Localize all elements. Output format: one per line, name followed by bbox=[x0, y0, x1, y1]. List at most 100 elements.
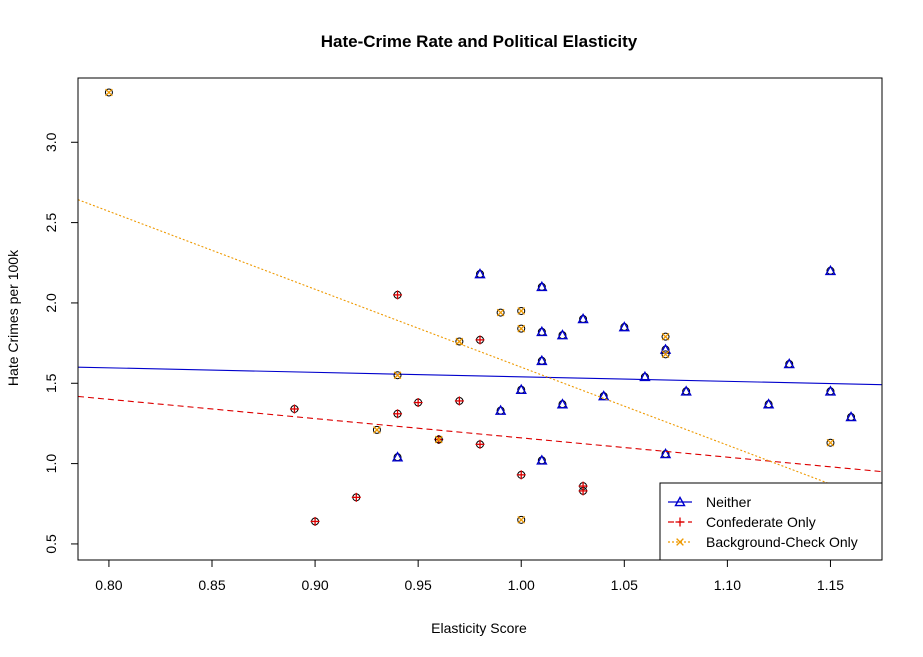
legend-label: Background-Check Only bbox=[706, 534, 858, 550]
data-point bbox=[536, 454, 548, 465]
data-point bbox=[661, 350, 670, 359]
legend-marker-d2 bbox=[676, 538, 684, 546]
data-point-shape bbox=[824, 385, 837, 396]
series-1 bbox=[78, 290, 882, 526]
data-point bbox=[824, 385, 837, 396]
y-tick-label: 1.5 bbox=[43, 373, 59, 393]
trend-line bbox=[78, 199, 882, 505]
data-point bbox=[434, 435, 443, 444]
series-0 bbox=[78, 264, 882, 465]
data-point-shape bbox=[639, 370, 651, 382]
data-point bbox=[475, 439, 485, 449]
data-point-shape bbox=[474, 268, 486, 279]
legend-label: Confederate Only bbox=[706, 514, 816, 530]
y-tick-label: 2.0 bbox=[43, 293, 59, 313]
data-point-d2 bbox=[393, 371, 402, 380]
data-point-d2 bbox=[434, 435, 443, 444]
data-point bbox=[577, 313, 589, 324]
data-point-shape bbox=[494, 404, 507, 415]
data-point bbox=[639, 370, 651, 382]
data-point-d2 bbox=[661, 350, 670, 359]
x-tick-label: 0.90 bbox=[301, 577, 328, 593]
data-point-shape bbox=[762, 398, 775, 409]
data-point bbox=[373, 426, 381, 434]
data-point bbox=[351, 492, 361, 502]
data-point-ring bbox=[517, 306, 526, 315]
data-point-d2 bbox=[105, 88, 113, 97]
legend: Neither Confederate Only Background-Check … bbox=[659, 482, 883, 561]
data-point bbox=[556, 398, 569, 409]
data-point-shape bbox=[391, 451, 404, 462]
y-tick-label: 3.0 bbox=[43, 132, 59, 152]
y-axis-label: Hate Crimes per 100k bbox=[5, 249, 21, 386]
data-point bbox=[413, 398, 423, 408]
data-point-ring bbox=[517, 515, 526, 524]
data-point bbox=[618, 321, 630, 332]
data-point bbox=[578, 486, 588, 496]
x-tick-label: 1.10 bbox=[714, 577, 741, 593]
x-axis-label: Elasticity Score bbox=[431, 620, 527, 636]
x-tick-label: 1.15 bbox=[817, 577, 844, 593]
plot-area bbox=[78, 88, 882, 526]
data-point bbox=[393, 409, 403, 419]
legend-label: Neither bbox=[706, 494, 751, 510]
data-point bbox=[105, 88, 113, 97]
data-point-d2 bbox=[455, 337, 464, 346]
data-point bbox=[494, 404, 507, 415]
data-point bbox=[516, 470, 526, 480]
data-point bbox=[474, 268, 486, 279]
data-point-shape bbox=[659, 448, 672, 459]
data-point-d2 bbox=[517, 324, 526, 333]
data-point bbox=[824, 264, 837, 276]
plot-frame bbox=[77, 77, 883, 561]
legend-box bbox=[659, 482, 883, 561]
y-tick-label: 2.5 bbox=[43, 213, 59, 233]
chart-title: Hate-Crime Rate and Political Elasticity bbox=[321, 32, 638, 51]
data-point-d2 bbox=[661, 332, 670, 341]
legend-marker bbox=[674, 496, 686, 507]
axes: 0.80 0.85 0.90 0.95 1.00 1.05 1.10 1.15 0.5 1.0 1.… bbox=[43, 77, 883, 593]
data-point-shape bbox=[845, 411, 857, 422]
data-point bbox=[536, 354, 548, 366]
data-point-ring bbox=[393, 371, 402, 380]
data-point-ring bbox=[434, 435, 443, 444]
legend-marker bbox=[676, 538, 684, 546]
data-point bbox=[536, 325, 548, 337]
data-point bbox=[515, 383, 527, 394]
data-point-shape bbox=[536, 454, 548, 465]
data-point-shape bbox=[556, 329, 569, 340]
data-point-shape bbox=[598, 390, 610, 401]
series-2 bbox=[78, 88, 882, 524]
data-point bbox=[659, 448, 672, 459]
legend-marker bbox=[675, 517, 685, 527]
data-point-d2 bbox=[826, 438, 835, 447]
trend-line bbox=[78, 395, 882, 473]
data-point-ring bbox=[455, 337, 464, 346]
x-tick-label: 1.00 bbox=[508, 577, 535, 593]
data-point bbox=[496, 308, 505, 317]
data-point bbox=[783, 358, 795, 369]
data-point-ring bbox=[104, 88, 113, 97]
x-tick-label: 1.05 bbox=[611, 577, 638, 593]
data-point-d2 bbox=[496, 308, 505, 317]
data-point bbox=[454, 396, 464, 406]
data-point bbox=[762, 398, 775, 409]
data-point-shape bbox=[577, 313, 589, 324]
data-point bbox=[826, 438, 835, 447]
data-point-ring bbox=[496, 308, 505, 317]
data-point bbox=[556, 329, 569, 340]
data-point bbox=[455, 337, 464, 346]
x-tick-label: 0.80 bbox=[95, 577, 122, 593]
data-point bbox=[659, 343, 672, 354]
y-tick-label: 0.5 bbox=[43, 534, 59, 554]
data-point-shape bbox=[536, 354, 548, 366]
data-point-ring bbox=[517, 324, 526, 333]
y-tick-label: 1.0 bbox=[43, 454, 59, 474]
data-point bbox=[517, 515, 526, 524]
data-point-shape bbox=[824, 264, 837, 276]
data-point-shape bbox=[783, 358, 795, 369]
data-point bbox=[536, 280, 548, 292]
data-point-shape bbox=[556, 398, 569, 409]
data-point bbox=[475, 335, 485, 345]
